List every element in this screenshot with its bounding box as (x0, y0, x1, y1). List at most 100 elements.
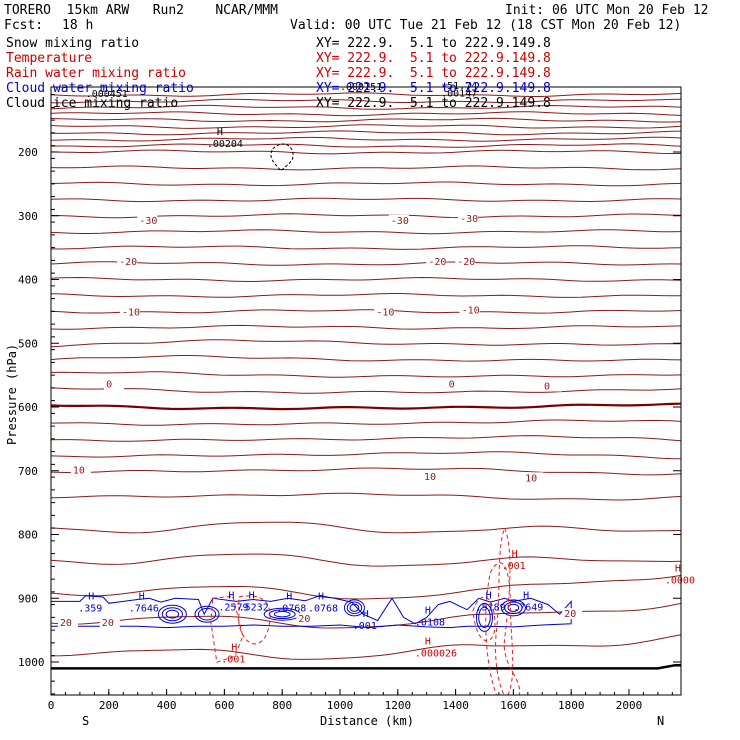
legend-snow: Snow mixing ratio (6, 36, 140, 51)
temp-label: 20 (60, 618, 72, 629)
cloud-water-max-value: .001 (353, 621, 377, 632)
temp-label: 0 (544, 382, 550, 393)
isotherm-16 (51, 574, 681, 600)
temp-label: 20 (564, 609, 576, 620)
plot-frame (50, 86, 682, 696)
legend-cloud-water: Cloud water mixing ratio (6, 81, 194, 96)
isotherm--12 (51, 309, 681, 314)
cloud-water-max-marker: H (523, 590, 529, 601)
temp-label: -20 (428, 257, 446, 268)
temp-label: -30 (391, 216, 409, 227)
x-tick-label: 1000 (327, 699, 354, 712)
isotherm--38 (51, 130, 681, 136)
snow-max-value: .00204 (207, 139, 243, 150)
temp-label: 10 (73, 466, 85, 477)
legend-rain: Rain water mixing ratio (6, 66, 187, 81)
temp-label-bg (99, 617, 120, 629)
cloud-water-contour (157, 604, 187, 624)
temp-label: 10 (525, 473, 537, 484)
isotherm-0 (51, 402, 681, 411)
cloud-water-max-value: .5232 (239, 602, 269, 613)
isotherm--18 (51, 261, 681, 266)
rain-max-marker: H (675, 564, 681, 575)
isotherm--28 (51, 181, 681, 187)
legend-snow-xy: XY= 222.9. 5.1 to 222.9.149.8 (316, 36, 551, 51)
cloud-water-max-marker: H (425, 606, 431, 617)
temp-label-bg (388, 214, 409, 226)
legend-temperature-xy: XY= 222.9. 5.1 to 222.9.149.8 (316, 51, 551, 66)
cloud-water-contour (346, 601, 363, 615)
cloud-water-contour (500, 599, 526, 617)
cloud-water-contour (268, 609, 296, 620)
cloud-water-contour (343, 599, 365, 617)
cloud-water-max-value: .7646 (129, 604, 159, 615)
x-tick-label: 1200 (385, 699, 412, 712)
isotherm--46 (51, 104, 681, 110)
model-title: TORERO 15km ARW Run2 NCAR/MMM (4, 3, 278, 18)
temp-label-bg (446, 378, 467, 390)
x-axis-label: Distance (km) (320, 714, 414, 728)
temp-label: 10 (424, 472, 436, 483)
y-axis-label: Pressure (hPa) (5, 344, 19, 445)
temp-label-bg (120, 306, 141, 318)
temp-label: 0 (106, 380, 112, 391)
cloud-water-contour (349, 603, 360, 612)
isotherm-12 (51, 521, 681, 534)
valid-time: Valid: 00 UTC Tue 21 Feb 12 (18 CST Mon … (290, 18, 682, 33)
x-tick-label: 200 (99, 699, 119, 712)
temp-label-bg (137, 214, 158, 226)
isotherm--44 (51, 111, 681, 117)
cloud-water-contour (475, 602, 493, 632)
legend-cloud-ice-xy: XY= 222.9. 5.1 to 222.9.149.8 (316, 96, 551, 111)
isotherm--4 (51, 371, 681, 378)
temp-label-bg (541, 380, 562, 392)
y-tick-label: 500 (18, 337, 38, 350)
x-tick-label: 800 (272, 699, 292, 712)
rain-max-marker: H (231, 643, 237, 654)
cloud-water-contour (197, 607, 217, 621)
rain-max-value: .0000 (665, 576, 695, 587)
cloud-water-max-marker: H (139, 592, 145, 603)
temp-label: 0 (449, 380, 455, 391)
forecast-hour: 18 h (62, 18, 94, 33)
upper-label: .00147 (441, 89, 477, 100)
y-tick-label: 200 (18, 146, 38, 159)
rain-contour (238, 595, 271, 645)
temp-label-bg (523, 472, 544, 484)
temp-label-bg (458, 212, 479, 224)
cloud-water-contour (478, 606, 491, 628)
x-tick-label: 400 (157, 699, 177, 712)
x-tick-label: 1800 (558, 699, 585, 712)
cloud-water-max-marker: H (486, 590, 492, 601)
y-tick-label: 1000 (18, 656, 45, 669)
temp-label: -10 (462, 306, 480, 317)
isotherm--6 (51, 355, 681, 362)
cloud-water-max-marker: H (286, 592, 292, 603)
isotherm--10 (51, 324, 681, 330)
isotherm--26 (51, 197, 681, 203)
cloud-water-max-marker: H (88, 592, 94, 603)
isotherm--48 (51, 98, 681, 104)
isotherm--40 (51, 124, 681, 129)
init-time: Init: 06 UTC Mon 20 Feb 12 (505, 3, 709, 18)
cloud-water-max-value: .2579 (218, 602, 248, 613)
temp-label: 20 (102, 618, 114, 629)
isotherm-10 (51, 492, 681, 501)
rain-max-value: .000026 (415, 648, 457, 659)
rain-max-marker: H (512, 549, 518, 560)
snow-contour (270, 143, 294, 172)
rain-max-value: .001 (221, 655, 245, 666)
temp-label: 20 (298, 614, 310, 625)
cloud-water-max-marker: H (318, 592, 324, 603)
cloud-water-max-value: .7649 (513, 602, 543, 613)
temp-label: -20 (457, 257, 475, 268)
temp-label-bg (104, 378, 125, 390)
cloud-water-max-value: .5189 (476, 602, 506, 613)
cloud-water-max-marker: H (249, 590, 255, 601)
isotherm--42 (51, 117, 681, 123)
legend-temperature: Temperature (6, 51, 93, 66)
isotherm--34 (51, 143, 681, 148)
x-tick-label: 1400 (442, 699, 469, 712)
cloud-water-max-value: .359 (78, 604, 102, 615)
